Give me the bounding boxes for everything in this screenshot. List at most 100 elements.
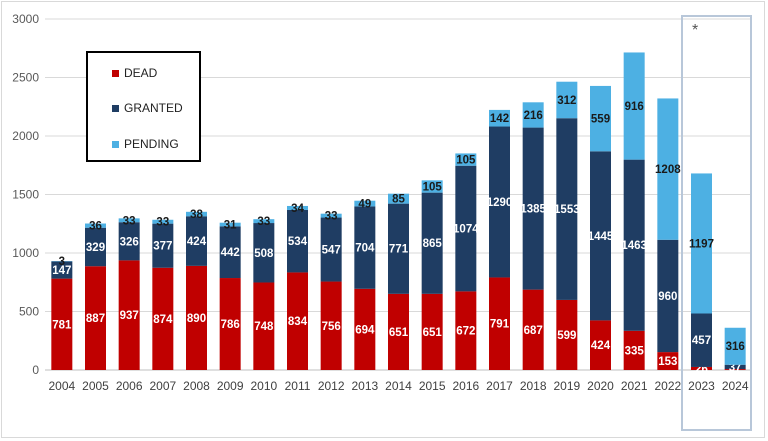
bar-granted-2024 [724,364,746,370]
bar-pending-2015 [421,180,443,193]
data-label-pending-2011: 34 [291,203,304,215]
bar-granted-2011 [287,209,308,273]
data-label-pending-2018: 216 [524,110,543,122]
data-label-pending-2004: 3 [59,256,65,268]
data-label-granted-2015: 865 [423,238,443,250]
bar-granted-2008 [186,216,207,266]
data-label-pending-2009: 31 [224,220,237,232]
data-label-dead-2013: 694 [355,324,375,336]
bar-pending-2013 [354,200,376,207]
data-label-dead-2008: 890 [187,313,206,325]
y-tick-label-2000: 2000 [12,129,39,143]
x-tick-label-2022: 2022 [654,379,681,393]
data-label-granted-2006: 326 [120,236,139,248]
data-label-granted-2008: 424 [187,236,207,248]
data-label-dead-2017: 791 [490,319,510,331]
x-tick-label-2006: 2006 [116,379,143,393]
bar-granted-2009 [219,226,241,279]
data-label-dead-2020: 424 [591,340,611,352]
bar-dead-2014 [388,293,409,370]
bar-dead-2010 [253,282,275,370]
data-label-dead-2009: 786 [221,319,240,331]
x-tick-label-2021: 2021 [621,379,648,393]
x-tick-label-2009: 2009 [217,379,244,393]
data-label-pending-2021: 916 [625,101,644,113]
bar-granted-2010 [253,223,275,283]
x-tick-label-2013: 2013 [351,379,378,393]
bar-pending-2017 [489,109,510,127]
bar-dead-2021 [623,330,645,370]
data-label-pending-2013: 49 [358,199,371,211]
data-label-granted-2016: 1074 [453,224,479,236]
y-tick-label-0: 0 [32,363,39,377]
bar-granted-2023 [691,313,712,367]
data-label-dead-2006: 937 [120,310,139,322]
bar-pending-2023 [691,173,712,314]
x-tick-label-2020: 2020 [587,379,614,393]
x-tick-label-2019: 2019 [553,379,580,393]
bar-granted-2020 [590,151,611,321]
data-label-dead-2005: 887 [86,313,105,325]
data-label-dead-2004: 781 [52,319,72,331]
bar-granted-2015 [421,192,443,294]
bar-granted-2018 [522,127,544,290]
bar-dead-2007 [152,267,174,370]
bar-dead-2008 [186,265,207,370]
bar-dead-2018 [522,289,544,370]
legend: DEAD GRANTED PENDING [86,51,201,162]
legend-swatch-pending [112,140,119,148]
bar-dead-2012 [320,281,342,370]
legend-swatch-dead [112,69,119,77]
bar-pending-2008 [186,211,207,217]
bar-dead-2006 [118,260,140,370]
bar-pending-2016 [455,153,477,166]
data-label-dead-2010: 748 [254,321,274,333]
bar-granted-2005 [85,227,106,267]
data-label-granted-2019: 1553 [554,204,580,216]
data-label-granted-2012: 547 [322,245,341,257]
data-label-dead-2019: 599 [557,330,576,342]
data-label-granted-2024: 37 [729,362,742,374]
x-tick-label-2004: 2004 [48,379,75,393]
data-label-pending-2005: 36 [89,221,102,233]
data-label-granted-2020: 1445 [588,231,614,243]
data-label-pending-2007: 33 [156,217,169,229]
data-label-pending-2016: 105 [456,155,476,167]
data-label-dead-2016: 672 [456,326,475,338]
x-tick-label-2023: 2023 [688,379,715,393]
data-label-pending-2024: 316 [726,341,745,353]
projection-highlight-box [681,15,752,431]
bar-dead-2016 [455,291,477,370]
x-tick-label-2018: 2018 [520,379,547,393]
bar-dead-2015 [421,293,443,370]
bar-pending-2019 [556,81,578,119]
data-label-dead-2018: 687 [524,325,543,337]
data-label-granted-2007: 377 [153,241,172,253]
bar-granted-2019 [556,118,578,300]
data-label-pending-2012: 33 [325,211,338,223]
data-label-granted-2021: 1463 [621,240,647,252]
data-label-dead-2015: 651 [423,327,443,339]
data-label-pending-2023: 1197 [689,238,714,250]
x-tick-label-2011: 2011 [285,379,311,393]
bar-dead-2011 [287,272,308,370]
bar-pending-2014 [388,193,409,204]
y-tick-label-500: 500 [19,305,39,319]
data-label-pending-2015: 105 [423,181,443,193]
data-label-granted-2005: 329 [86,242,105,254]
bar-dead-2009 [219,278,241,370]
bar-granted-2022 [657,239,679,353]
data-label-dead-2007: 874 [153,314,173,326]
y-tick-label-3000: 3000 [12,12,39,26]
data-label-granted-2013: 704 [355,243,375,255]
x-tick-label-2007: 2007 [149,379,176,393]
bar-pending-2024 [724,327,746,365]
y-tick-label-2500: 2500 [12,71,39,85]
bar-dead-2020 [590,320,611,370]
bar-granted-2007 [152,223,174,268]
data-label-pending-2019: 312 [557,95,576,107]
data-label-granted-2018: 1385 [520,204,546,216]
x-tick-label-2014: 2014 [385,379,412,393]
